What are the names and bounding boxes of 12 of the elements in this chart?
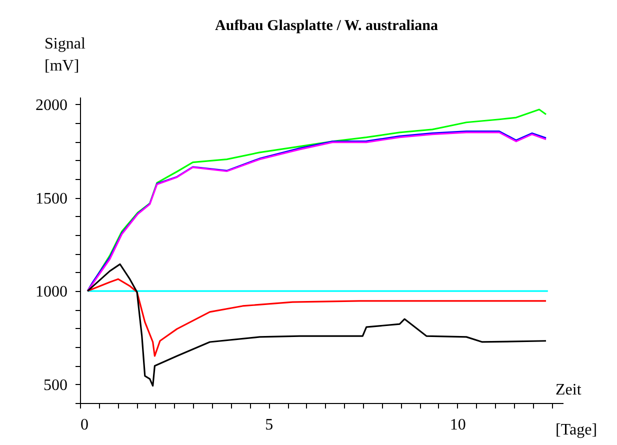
x-tick-label: 0 xyxy=(80,416,88,434)
y-tick-label: 1000 xyxy=(36,284,68,301)
chart-title: Aufbau Glasplatte / W. australiana xyxy=(215,18,438,34)
y-axis-title: Signal [mV] xyxy=(44,36,86,74)
y-tick-label: 2000 xyxy=(36,96,68,114)
y-tick-label: 500 xyxy=(44,376,68,394)
x-tick-label: 10 xyxy=(450,416,466,434)
x-tick-label: 5 xyxy=(265,416,274,434)
text: Zeit [Tage] xyxy=(556,382,598,438)
line-series xyxy=(86,263,547,387)
line-series xyxy=(86,278,547,357)
y-tick-label: 1500 xyxy=(36,190,68,208)
